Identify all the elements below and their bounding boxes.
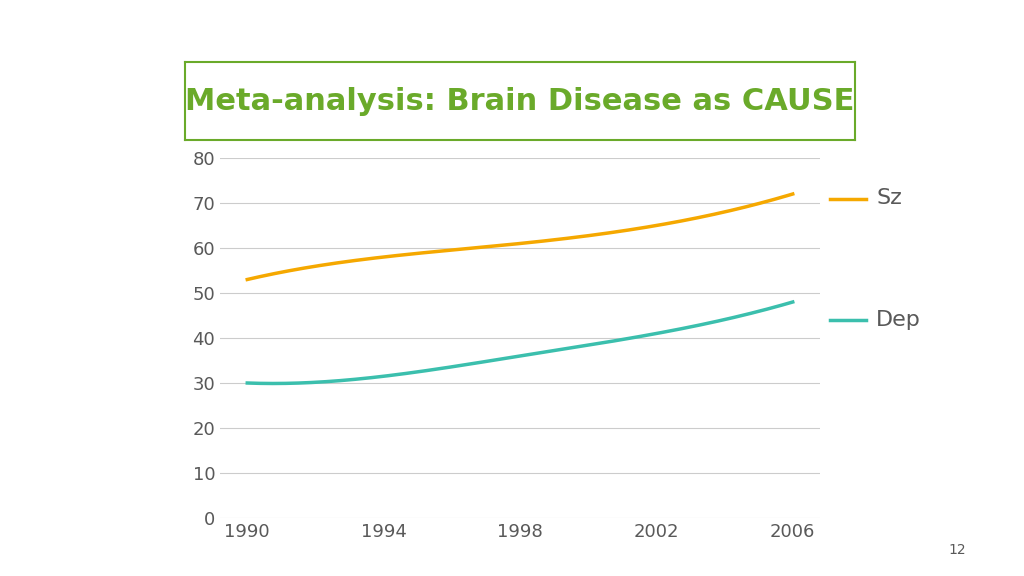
Text: Dep: Dep [877, 310, 922, 330]
Text: Sz: Sz [877, 188, 902, 209]
Text: Meta-analysis: Brain Disease as CAUSE: Meta-analysis: Brain Disease as CAUSE [185, 86, 855, 116]
Text: 12: 12 [948, 543, 967, 557]
